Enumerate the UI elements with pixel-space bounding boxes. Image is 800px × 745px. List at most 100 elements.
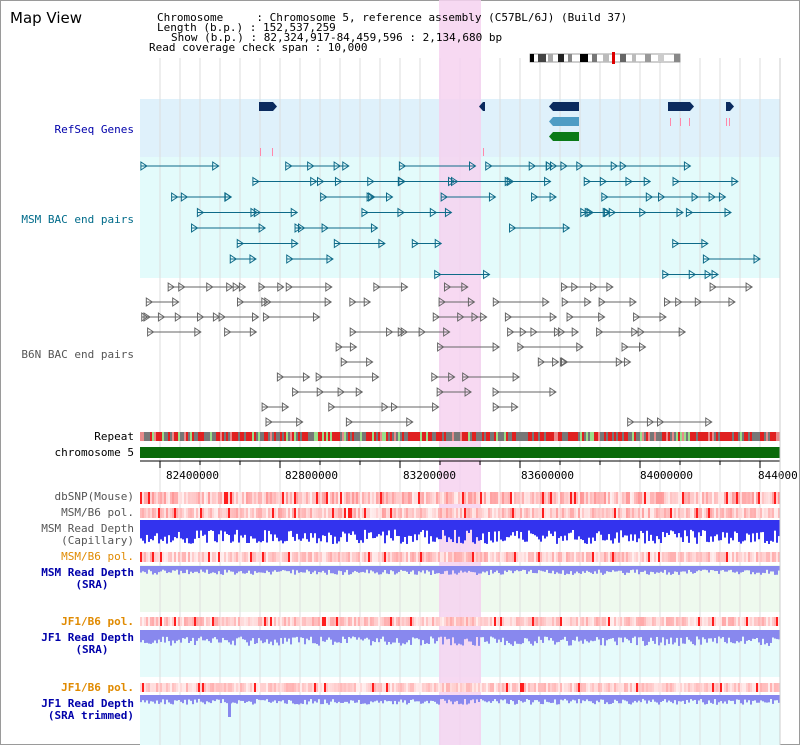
msm-b6-pol-heat <box>688 508 690 518</box>
msm-capillary-depth <box>310 520 312 534</box>
jf1-b6-pol-heat-2 <box>436 683 438 692</box>
track-label-msm-depth-sra[interactable]: MSM Read Depth <box>41 566 134 579</box>
msm-sra-depth <box>234 566 236 575</box>
msm-b6-pol-heat <box>320 508 322 518</box>
repeat-segment <box>484 432 486 441</box>
dbsnp-heat <box>148 492 150 504</box>
jf1-trimmed-depth <box>486 695 488 703</box>
jf1-b6-pol-heat-2 <box>478 683 480 692</box>
track-label-jf1-b6-pol-1[interactable]: JF1/B6 pol. <box>61 615 134 628</box>
jf1-b6-pol-heat <box>730 617 732 626</box>
msm-b6-pol-heat-2 <box>476 552 478 562</box>
jf1-trimmed-depth <box>502 695 504 701</box>
msm-b6-pol-heat <box>272 508 274 518</box>
jf1-sra-depth <box>390 630 392 645</box>
jf1-b6-pol-heat <box>624 617 626 626</box>
jf1-b6-pol-heat <box>758 617 760 626</box>
gene-feature[interactable] <box>549 132 579 141</box>
dbsnp-heat <box>418 492 420 504</box>
track-label-chromosome[interactable]: chromosome 5 <box>54 446 134 459</box>
bac-end-marker <box>571 282 579 292</box>
repeat-segment <box>250 432 252 441</box>
jf1-sra-depth <box>374 630 376 643</box>
gene-tick <box>483 148 484 156</box>
jf1-trimmed-depth <box>708 695 710 701</box>
jf1-sra-depth <box>252 630 254 639</box>
msm-b6-pol-heat <box>140 508 142 518</box>
jf1-b6-pol-heat <box>430 617 432 626</box>
msm-capillary-depth <box>448 520 450 538</box>
msm-sra-depth <box>284 566 286 571</box>
dbsnp-heat <box>338 492 340 504</box>
dbsnp-heat <box>644 492 646 504</box>
jf1-sra-depth <box>692 630 694 645</box>
track-label-msm-depth-capillary[interactable]: MSM Read Depth <box>41 522 134 535</box>
track-label-refseq-genes[interactable]: RefSeq Genes <box>54 123 134 136</box>
jf1-b6-pol-heat <box>434 617 436 626</box>
jf1-sra-depth <box>694 630 696 646</box>
msm-sra-depth <box>560 566 562 574</box>
jf1-b6-pol-heat-2 <box>192 683 194 692</box>
gene-feature[interactable] <box>726 102 734 111</box>
jf1-sra-depth <box>520 630 522 645</box>
msm-b6-pol-heat-2 <box>552 552 554 562</box>
jf1-b6-pol-heat-2 <box>144 683 146 692</box>
gene-feature[interactable] <box>259 102 277 111</box>
jf1-sra-depth <box>648 630 650 642</box>
repeat-segment <box>178 432 180 441</box>
jf1-b6-pol-heat-2 <box>284 683 286 692</box>
dbsnp-heat <box>442 492 444 504</box>
dbsnp-heat <box>440 492 442 504</box>
jf1-b6-pol-heat-2 <box>298 683 300 692</box>
msm-b6-pol-heat-2 <box>730 552 732 562</box>
repeat-segment <box>230 432 232 441</box>
jf1-b6-pol-heat <box>648 617 650 626</box>
msm-b6-pol-heat <box>762 508 764 518</box>
track-label-jf1-b6-pol-2[interactable]: JF1/B6 pol. <box>61 681 134 694</box>
jf1-sra-depth <box>748 630 750 640</box>
track-label-msm-b6-pol-2[interactable]: MSM/B6 pol. <box>61 550 134 563</box>
jf1-sra-depth <box>680 630 682 638</box>
msm-sra-depth <box>376 566 378 573</box>
msm-capillary-depth <box>316 520 318 544</box>
jf1-trimmed-depth <box>622 695 624 700</box>
jf1-b6-pol-heat-2 <box>634 683 636 692</box>
chromosome-bar[interactable] <box>140 447 780 458</box>
dbsnp-heat <box>532 492 534 504</box>
msm-sra-depth <box>240 566 242 572</box>
jf1-b6-pol-heat-2 <box>520 683 522 692</box>
msm-b6-pol-heat-2 <box>244 552 246 562</box>
msm-b6-pol-heat-2 <box>628 552 630 562</box>
msm-sra-depth <box>288 566 290 572</box>
track-label-b6n-bac[interactable]: B6N BAC end pairs <box>21 348 134 361</box>
track-label-jf1-depth-sra[interactable]: JF1 Read Depth <box>41 631 134 644</box>
gene-feature[interactable] <box>479 102 485 111</box>
gene-feature[interactable] <box>549 117 579 126</box>
msm-b6-pol-heat-2 <box>490 552 492 562</box>
msm-capillary-depth <box>514 520 516 536</box>
jf1-trimmed-depth <box>150 695 152 702</box>
jf1-b6-pol-heat <box>240 617 242 626</box>
msm-sra-depth <box>392 566 394 572</box>
msm-sra-depth <box>432 566 434 571</box>
track-label-msm-b6-pol-1[interactable]: MSM/B6 pol. <box>61 506 134 519</box>
msm-capillary-depth <box>634 520 636 535</box>
gene-feature[interactable] <box>668 102 694 111</box>
msm-sra-depth <box>252 566 254 575</box>
track-label-dbsnp[interactable]: dbSNP(Mouse) <box>54 490 134 503</box>
track-label-msm-bac[interactable]: MSM BAC end pairs <box>21 213 134 226</box>
track-label-jf1-depth-trimmed[interactable]: JF1 Read Depth <box>41 697 134 710</box>
jf1-b6-pol-heat <box>280 617 282 626</box>
repeat-segment <box>200 432 202 441</box>
jf1-b6-pol-heat <box>738 617 740 626</box>
repeat-segment <box>240 432 242 441</box>
gene-feature[interactable] <box>549 102 579 111</box>
jf1-sra-depth <box>170 630 172 646</box>
track-label-repeat[interactable]: Repeat <box>94 430 134 443</box>
jf1-sra-depth <box>688 630 690 640</box>
msm-capillary-depth <box>218 520 220 535</box>
msm-b6-pol-heat-2 <box>302 552 304 562</box>
msm-capillary-depth <box>152 520 154 541</box>
jf1-sra-depth <box>750 630 752 642</box>
